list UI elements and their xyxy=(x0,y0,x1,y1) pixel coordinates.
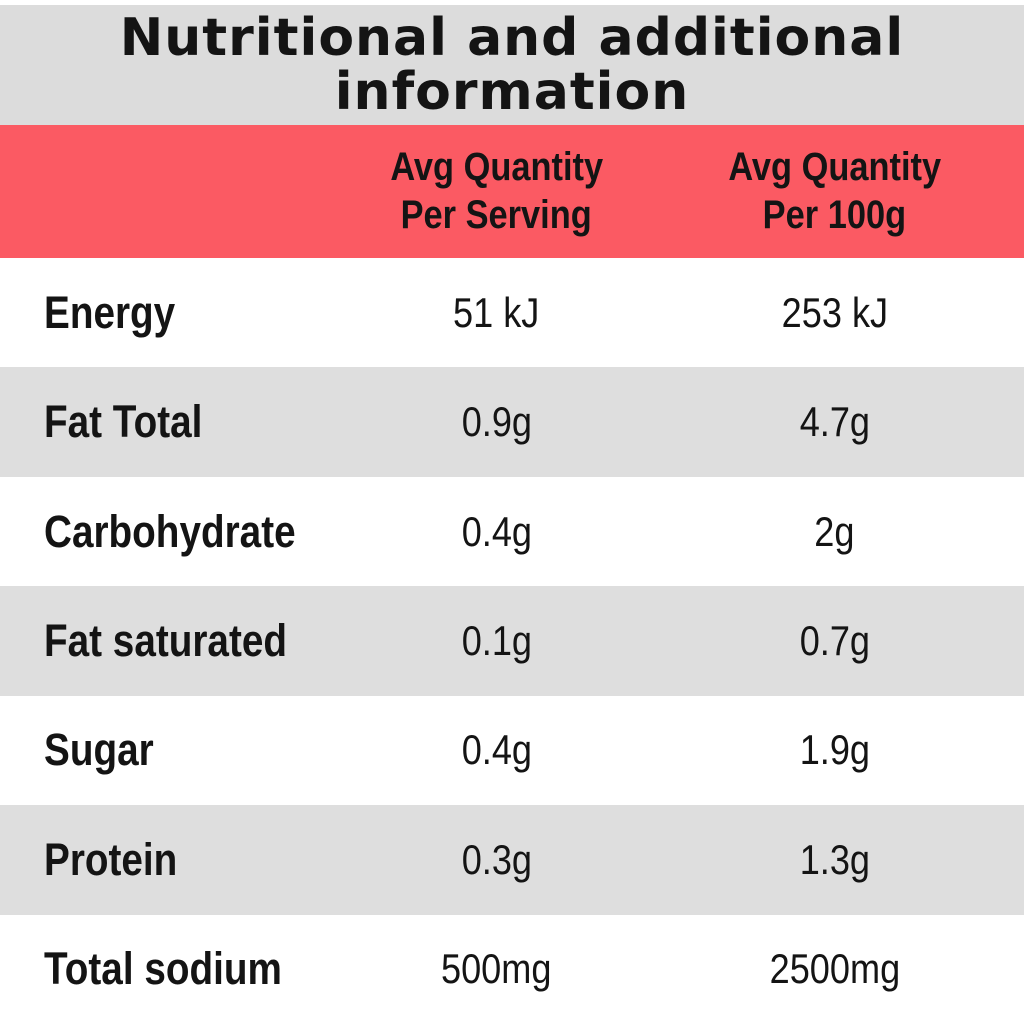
title-band: Nutritional and additional information xyxy=(0,5,1024,125)
page-title-line1: Nutritional and additional xyxy=(119,7,905,68)
page-title-line2: information xyxy=(334,62,690,122)
per-100g-value: 2g xyxy=(814,507,855,555)
per-100g-value: 253 kJ xyxy=(781,288,888,336)
table-row: Protein 0.3g 1.3g xyxy=(0,805,1024,915)
per-serving-value: 0.4g xyxy=(461,507,532,555)
per-100g-value: 0.7g xyxy=(799,616,870,664)
header-per-serving-line2: Per Serving xyxy=(401,192,593,237)
table-row: Carbohydrate 0.4g 2g xyxy=(0,476,1024,587)
per-serving-value: 0.9g xyxy=(461,398,532,446)
table-row: Fat saturated 0.1g 0.7g xyxy=(0,586,1024,696)
per-serving-value: 0.3g xyxy=(461,835,532,883)
header-per-100g-line1: Avg Quantity xyxy=(728,145,941,190)
top-margin xyxy=(0,0,1024,5)
table-header-row: Avg Quantity Per Serving Avg Quantity Pe… xyxy=(0,125,1024,258)
table-body: Energy 51 kJ 253 kJ Fat Total 0.9g 4.7g … xyxy=(0,258,1024,1024)
nutrient-label: Fat saturated xyxy=(44,614,288,666)
header-per-serving-line1: Avg Quantity xyxy=(390,145,604,190)
per-serving-value: 0.1g xyxy=(461,616,532,664)
per-serving-value: 0.4g xyxy=(461,726,532,774)
table-row: Total sodium 500mg 2500mg xyxy=(0,914,1024,1024)
per-100g-value: 2500mg xyxy=(769,945,900,993)
per-100g-value: 1.9g xyxy=(799,726,870,774)
nutrient-label: Sugar xyxy=(44,724,154,776)
table-row: Sugar 0.4g 1.9g xyxy=(0,695,1024,806)
header-per-100g-line2: Per 100g xyxy=(762,192,907,237)
nutrient-label: Fat Total xyxy=(44,396,203,448)
nutrient-label: Protein xyxy=(44,833,178,885)
nutrient-label: Energy xyxy=(44,286,176,338)
per-serving-value: 51 kJ xyxy=(453,288,540,336)
per-100g-value: 4.7g xyxy=(799,398,870,446)
per-serving-value: 500mg xyxy=(441,945,552,993)
nutrient-label: Carbohydrate xyxy=(44,505,296,557)
nutrient-label: Total sodium xyxy=(44,943,282,995)
table-row: Fat Total 0.9g 4.7g xyxy=(0,367,1024,477)
header-per-serving: Avg Quantity Per Serving xyxy=(348,144,645,238)
table-row: Energy 51 kJ 253 kJ xyxy=(0,258,1024,368)
per-100g-value: 1.3g xyxy=(799,835,870,883)
header-per-100g: Avg Quantity Per 100g xyxy=(645,144,1024,238)
